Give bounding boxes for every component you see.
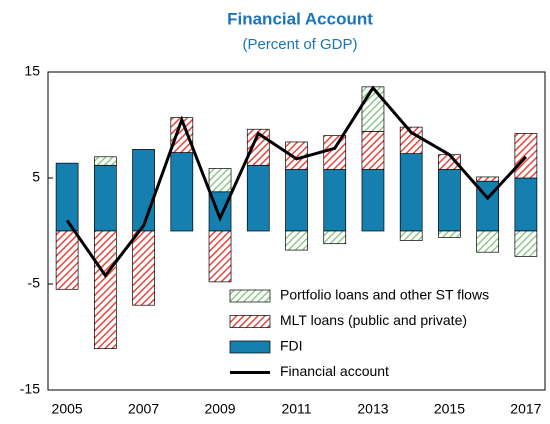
bar [361,86,385,132]
x-tick-label: 2007 [128,401,159,417]
bar [246,164,270,232]
bar [399,153,423,232]
bar [55,230,79,290]
bar [438,169,461,232]
bar [323,169,347,232]
legend-label: FDI [280,338,303,354]
bar [93,156,117,166]
bar [93,230,117,350]
bar [323,230,347,245]
bar [208,230,232,283]
bar [476,176,500,182]
x-tick-label: 2015 [434,401,465,417]
bar [514,177,538,232]
y-tick-label: -5 [28,275,41,291]
plot-frame [47,71,546,391]
legend-label: Portfolio loans and other ST flows [280,287,489,303]
legend-swatch [229,315,271,328]
legend-label: MLT loans (public and private) [280,312,467,328]
bar [514,133,538,179]
chart-title: Financial Account [227,9,373,28]
y-tick-label: 5 [32,169,40,185]
legend-label: Financial account [280,363,389,379]
bar [399,230,423,241]
chart-subtitle: (Percent of GDP) [242,36,357,53]
legend-swatch [229,289,271,303]
bar [285,169,308,232]
y-tick-label: -15 [20,381,40,397]
bar [132,230,155,306]
bar [170,152,194,232]
line [65,85,527,279]
bar [132,149,155,232]
bar [438,230,461,238]
bar [361,169,385,232]
x-tick-label: 2011 [281,401,311,417]
y-tick-label: 15 [24,63,40,79]
x-tick-label: 2005 [52,401,83,417]
bar [476,230,500,253]
bar [323,135,347,170]
x-tick-label: 2013 [357,401,388,417]
x-tick-label: 2009 [204,401,235,417]
bar [514,230,538,257]
bar [285,230,308,251]
bar [93,164,117,232]
x-tick-label: 2017 [510,401,541,417]
bar [208,168,232,193]
legend-swatch [229,340,271,354]
bar [361,131,385,170]
